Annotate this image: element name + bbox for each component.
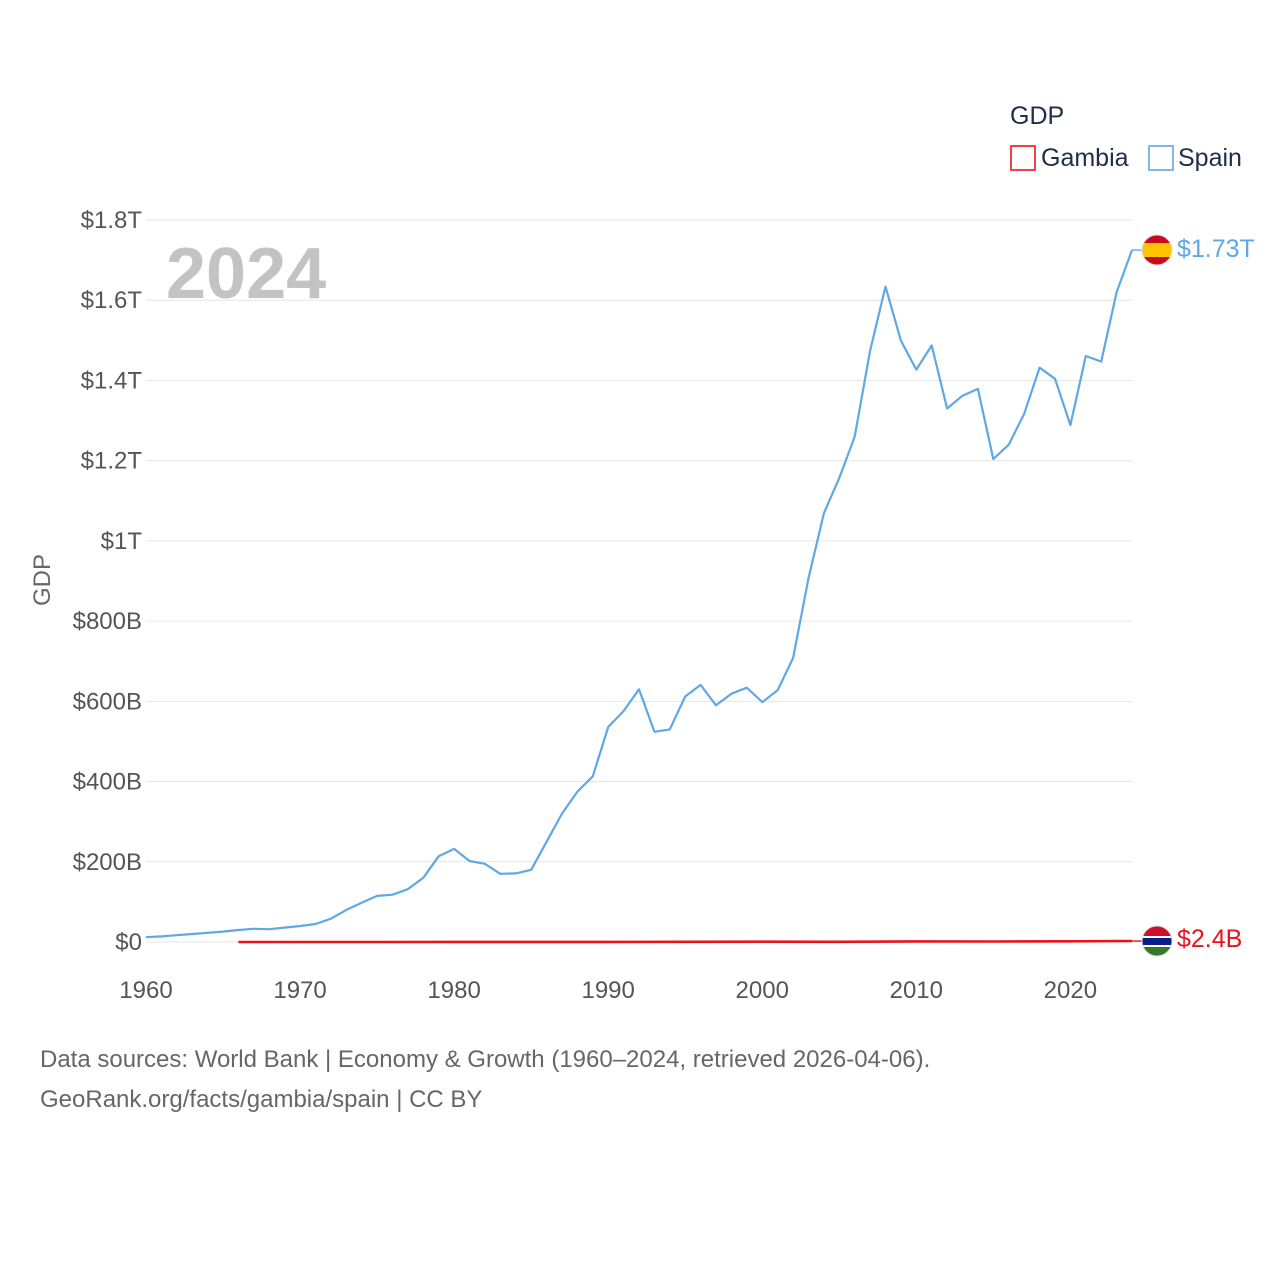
spain-flag-ring — [1141, 234, 1173, 266]
y-tick-label: $400B — [73, 769, 142, 796]
y-tick-label: $600B — [73, 688, 142, 715]
x-tick-label: 1990 — [581, 977, 634, 1004]
legend-swatch-gambia — [1010, 145, 1036, 171]
gambia-flag-ring — [1141, 925, 1173, 957]
spain-series-line — [145, 249, 1134, 939]
x-tick-label: 1960 — [119, 977, 172, 1004]
y-tick-label: $200B — [73, 849, 142, 876]
y-tick-label: $1T — [101, 528, 143, 555]
x-axis-ticks: 1960 1970 1980 1990 2000 2010 2020 — [119, 977, 1097, 1004]
legend-item-gambia[interactable]: Gambia — [1010, 144, 1129, 172]
legend-label-spain: Spain — [1178, 144, 1242, 172]
source-line-1: Data sources: World Bank | Economy & Gro… — [40, 1046, 931, 1073]
legend: GDP Gambia Spain — [1010, 102, 1242, 172]
y-tick-label: $1.6T — [81, 287, 143, 314]
y-tick-label: $1.2T — [81, 448, 143, 475]
legend-title: GDP — [1010, 102, 1064, 130]
gambia-series-line — [238, 939, 1133, 944]
y-axis-title: GDP — [29, 554, 56, 606]
x-tick-label: 2000 — [736, 977, 789, 1004]
spain-flag-icon — [1142, 235, 1172, 265]
y-tick-label: $800B — [73, 608, 142, 635]
gambia-end-label: $2.4B — [1177, 925, 1242, 953]
year-watermark: 2024 — [166, 234, 326, 314]
x-tick-label: 2010 — [890, 977, 943, 1004]
legend-item-spain[interactable]: Spain — [1148, 144, 1242, 172]
gambia-flag-icon — [1142, 926, 1172, 956]
y-tick-label: $1.4T — [81, 367, 143, 394]
y-axis-ticks: $0 $200B $400B $600B $800B $1T $1.2T $1.4T $1.6T… — [73, 207, 143, 956]
x-tick-label: 1970 — [273, 977, 326, 1004]
x-tick-label: 2020 — [1044, 977, 1097, 1004]
spain-end-label: $1.73T — [1177, 235, 1255, 263]
source-note: Data sources: World Bank | Economy & Gro… — [40, 1040, 930, 1120]
x-tick-label: 1980 — [427, 977, 480, 1004]
y-tick-label: $0 — [115, 929, 142, 956]
source-line-2[interactable]: GeoRank.org/facts/gambia/spain | CC BY — [40, 1086, 483, 1113]
y-tick-label: $1.8T — [81, 207, 143, 234]
legend-label-gambia: Gambia — [1041, 144, 1129, 172]
series-lines — [145, 249, 1142, 944]
legend-swatch-spain — [1148, 145, 1174, 171]
gridlines — [146, 219, 1132, 943]
